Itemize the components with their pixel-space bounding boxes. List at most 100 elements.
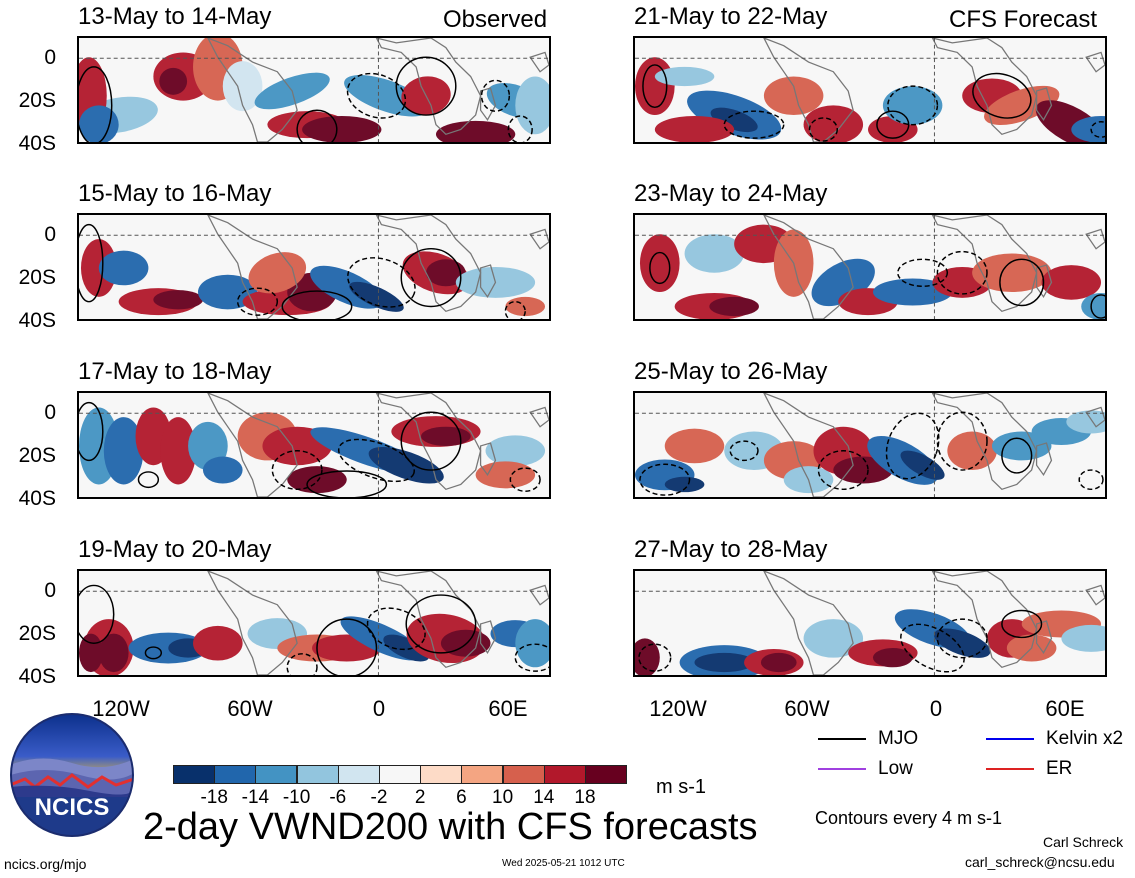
anomaly-region bbox=[694, 652, 754, 673]
legend-label-er: ER bbox=[1046, 758, 1073, 779]
coastline bbox=[529, 584, 549, 606]
ncics-logo: NCICS bbox=[10, 713, 134, 837]
lat-label: 0 bbox=[44, 401, 56, 424]
mjo-contour bbox=[347, 257, 416, 308]
anomaly-region bbox=[984, 85, 1060, 125]
map-panel bbox=[77, 391, 551, 499]
anomaly-region bbox=[349, 281, 404, 312]
legend-label-mjo: MJO bbox=[878, 728, 919, 749]
anomaly-region bbox=[635, 57, 675, 116]
mjo-contour bbox=[887, 85, 939, 126]
anomaly-region bbox=[103, 417, 144, 485]
coastline bbox=[529, 51, 549, 73]
coastline bbox=[207, 38, 298, 142]
anomaly-region bbox=[1041, 265, 1102, 300]
lat-label: 40S bbox=[18, 665, 56, 688]
legend-line-low bbox=[818, 768, 866, 770]
author-name: Carl Schreck bbox=[1043, 834, 1124, 850]
lon-label: 60E bbox=[488, 696, 528, 721]
mjo-contour bbox=[876, 110, 910, 139]
mjo-contour bbox=[817, 450, 869, 491]
colorbar-swatch bbox=[337, 765, 380, 784]
mjo-contour bbox=[808, 117, 839, 142]
panel-title: 19-May to 20-May bbox=[78, 536, 272, 563]
units-label: m s-1 bbox=[656, 776, 706, 798]
coastline bbox=[529, 406, 549, 428]
anomaly-region bbox=[421, 426, 471, 446]
anomaly-region bbox=[193, 625, 243, 661]
lat-label: 20S bbox=[18, 622, 56, 645]
contours-note: Contours every 4 m s-1 bbox=[815, 808, 1003, 828]
anomaly-region bbox=[1061, 624, 1105, 652]
coastline bbox=[763, 393, 854, 497]
mjo-contour bbox=[79, 66, 113, 142]
anomaly-region bbox=[426, 259, 466, 287]
anomaly-region bbox=[160, 417, 197, 485]
coastline bbox=[207, 393, 298, 497]
lon-label: 60W bbox=[227, 696, 273, 721]
anomaly-region bbox=[763, 76, 824, 116]
coastline bbox=[1085, 584, 1105, 606]
lon-label: 120W bbox=[92, 696, 150, 721]
colorbar-swatch bbox=[461, 765, 504, 784]
map-panel bbox=[633, 569, 1107, 677]
coastline bbox=[763, 38, 854, 142]
mjo-contour bbox=[504, 300, 526, 319]
anomaly-region bbox=[635, 638, 660, 675]
coastline bbox=[1035, 264, 1053, 299]
coastline bbox=[1085, 228, 1105, 250]
coastline bbox=[1035, 620, 1053, 655]
mjo-contour bbox=[316, 618, 378, 675]
anomaly-region bbox=[1071, 116, 1105, 142]
lon-label: 0 bbox=[372, 696, 386, 721]
mjo-contour bbox=[638, 643, 672, 672]
lon-label: 120W bbox=[649, 696, 707, 721]
colorbar-tick-label: -14 bbox=[241, 787, 270, 808]
anomaly-region bbox=[435, 120, 516, 142]
panel-title: 27-May to 28-May bbox=[634, 536, 828, 563]
colorbar-tick-label: 6 bbox=[456, 787, 467, 808]
anomaly-region bbox=[882, 86, 943, 125]
coastline bbox=[763, 571, 854, 675]
logo-text: NCICS bbox=[35, 794, 110, 821]
panel-title: 15-May to 16-May bbox=[78, 180, 272, 207]
coastline bbox=[931, 571, 1038, 669]
mjo-contour bbox=[286, 653, 318, 675]
colorbar-swatch bbox=[296, 765, 339, 784]
mjo-contour bbox=[337, 438, 415, 483]
legend-line-er bbox=[986, 768, 1034, 770]
mjo-contour bbox=[729, 440, 759, 462]
mjo-contour bbox=[236, 287, 279, 316]
coastline bbox=[207, 571, 298, 675]
mjo-contour bbox=[144, 646, 163, 660]
anomaly-region bbox=[684, 234, 745, 273]
coastline bbox=[1085, 406, 1105, 428]
anomaly-region bbox=[485, 435, 546, 467]
coastline bbox=[1035, 442, 1053, 477]
mjo-contour bbox=[936, 411, 988, 471]
coastline bbox=[375, 393, 482, 491]
colorbar-swatch bbox=[502, 765, 545, 784]
mjo-contour bbox=[480, 79, 511, 112]
lon-label: 60W bbox=[784, 696, 830, 721]
coastline bbox=[375, 215, 482, 313]
author-email: carl_schreck@ncsu.edu bbox=[965, 854, 1115, 870]
coastline bbox=[375, 571, 482, 669]
panel-title: 25-May to 26-May bbox=[634, 358, 828, 385]
lat-label: 20S bbox=[18, 444, 56, 467]
mjo-contour bbox=[936, 250, 988, 295]
mjo-contour bbox=[639, 463, 691, 496]
anomaly-region bbox=[872, 278, 953, 306]
map-panel bbox=[633, 36, 1107, 144]
colorbar-swatch bbox=[420, 765, 463, 784]
mjo-contour bbox=[137, 471, 160, 489]
lon-label: 0 bbox=[929, 696, 943, 721]
anomaly-region bbox=[1066, 410, 1105, 434]
lat-label: 40S bbox=[18, 309, 56, 332]
mjo-contour bbox=[1001, 437, 1033, 474]
main-title: 2-day VWND200 with CFS forecasts bbox=[143, 806, 758, 848]
anomaly-region bbox=[202, 456, 243, 484]
colorbar-tick-label: -6 bbox=[329, 787, 347, 808]
colorbar-tick-label: 2 bbox=[414, 787, 426, 808]
mjo-contour bbox=[400, 411, 462, 471]
